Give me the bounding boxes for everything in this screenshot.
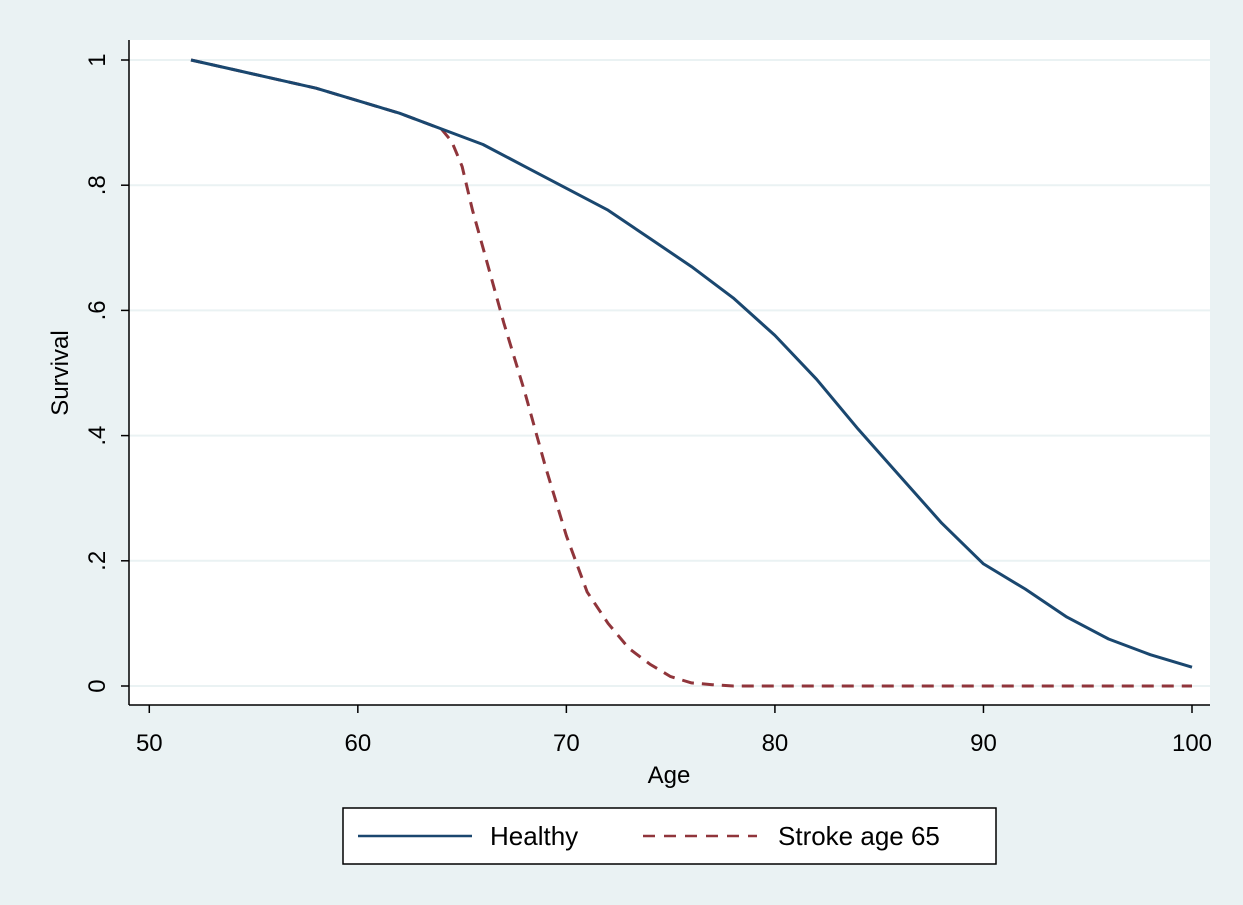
x-tick-label-1: 60 — [344, 730, 371, 757]
x-tick-label-2: 70 — [553, 730, 580, 757]
y-tick-label-0: 0 — [84, 679, 111, 692]
plot-area — [129, 40, 1210, 705]
gridlines — [129, 59, 1210, 687]
x-ticks: 50 60 70 80 90 100 — [136, 705, 1212, 757]
y-ticks: 0 .2 .4 .6 .8 1 — [84, 53, 129, 693]
y-axis-label: Survival — [47, 330, 74, 415]
y-tick-label-2: .4 — [84, 426, 111, 446]
y-tick-label-4: .8 — [84, 175, 111, 195]
legend-label-healthy: Healthy — [490, 821, 578, 851]
y-tick-label-3: .6 — [84, 300, 111, 320]
legend-label-stroke: Stroke age 65 — [778, 821, 940, 851]
x-tick-label-5: 100 — [1172, 730, 1212, 757]
y-tick-label-1: .2 — [84, 551, 111, 571]
x-tick-label-0: 50 — [136, 730, 163, 757]
legend: Healthy Stroke age 65 — [342, 807, 997, 865]
series-layer — [190, 58, 1193, 688]
y-tick-label-5: 1 — [84, 53, 111, 66]
x-axis-label: Age — [648, 762, 691, 789]
series-line-healthy — [190, 58, 1193, 669]
series-line-stroke — [190, 58, 1192, 688]
x-tick-label-3: 80 — [762, 730, 789, 757]
x-tick-label-4: 90 — [970, 730, 997, 757]
